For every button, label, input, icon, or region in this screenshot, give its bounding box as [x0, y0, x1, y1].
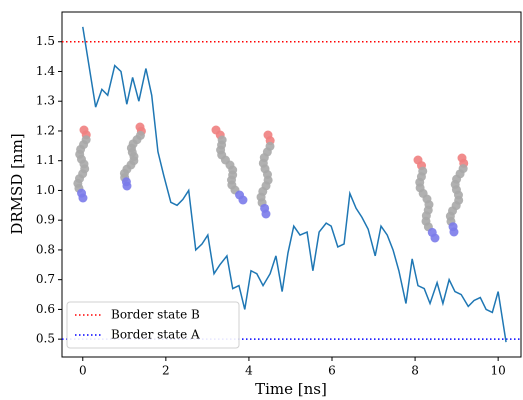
y-tick-label: 1.4 [36, 64, 55, 78]
x-tick-label: 2 [162, 364, 170, 378]
y-tick-label: 1.0 [36, 183, 55, 197]
y-tick-label: 0.7 [36, 272, 55, 286]
y-tick-label: 0.5 [36, 332, 55, 346]
y-tick-label: 0.6 [36, 302, 55, 316]
molecule-bead [430, 233, 440, 243]
molecule-bead [238, 195, 248, 205]
x-tick-label: 8 [411, 364, 419, 378]
x-tick-label: 4 [245, 364, 253, 378]
y-tick-label: 1.2 [36, 123, 55, 137]
y-tick-label: 0.8 [36, 242, 55, 256]
legend-label: Border state A [111, 328, 200, 342]
y-tick-label: 1.3 [36, 94, 55, 108]
molecule-images [73, 122, 469, 243]
molecule-bead [449, 227, 459, 237]
y-tick-label: 1.5 [36, 34, 55, 48]
legend-label: Border state B [111, 308, 200, 322]
y-tick-label: 0.9 [36, 213, 55, 227]
plot-frame [61, 11, 522, 358]
data-line [82, 26, 507, 343]
molecule-bead [78, 193, 88, 203]
x-axis-title: Time [ns] [255, 380, 327, 398]
y-axis-title: DRMSD [nm] [8, 133, 26, 234]
legend-box [66, 301, 240, 349]
molecule-bead [261, 209, 271, 219]
x-tick-label: 0 [79, 364, 87, 378]
x-tick-label: 6 [328, 364, 336, 378]
x-tick-label: 10 [491, 364, 506, 378]
y-tick-label: 1.1 [36, 153, 55, 167]
molecule-bead [122, 181, 132, 191]
